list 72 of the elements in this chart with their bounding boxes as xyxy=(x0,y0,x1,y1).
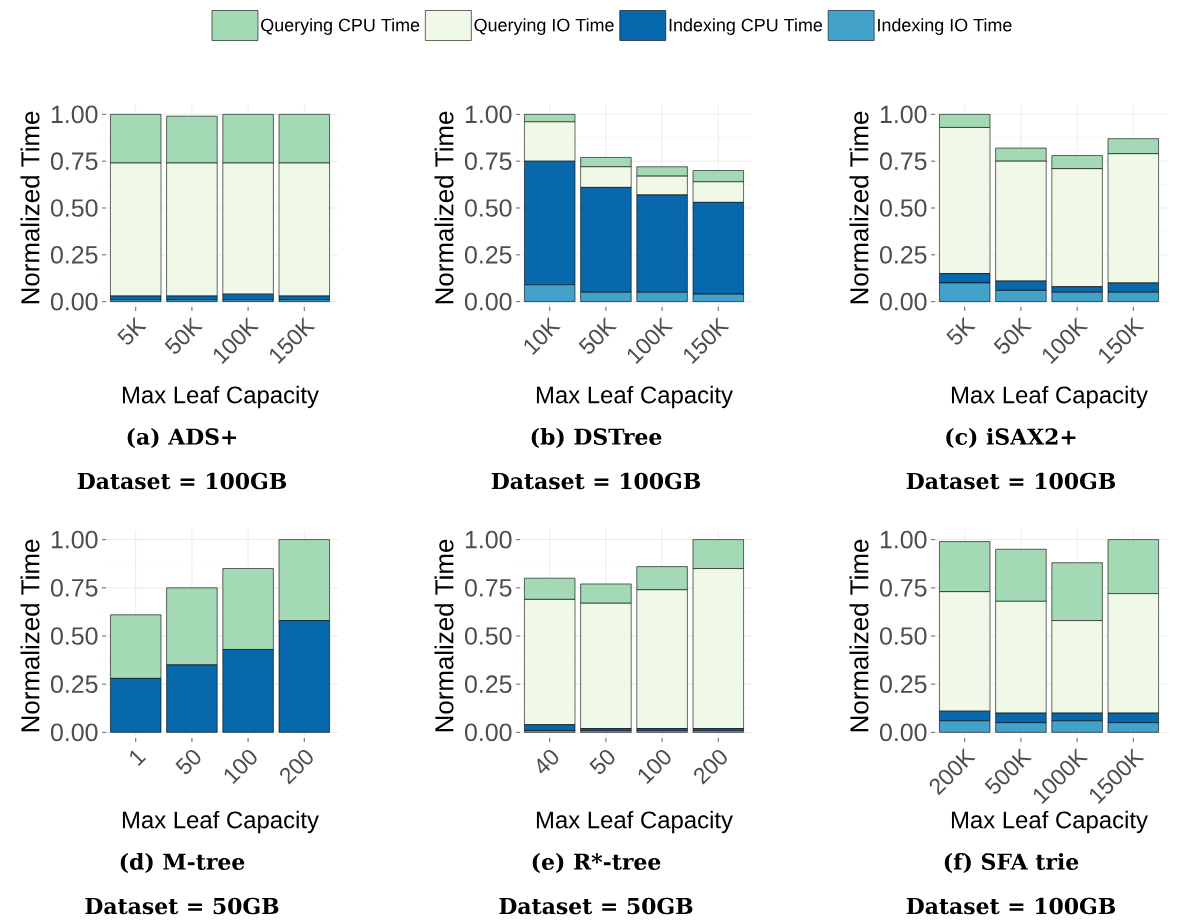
y-tick-label: 0.00 xyxy=(879,723,927,742)
y-tick-label: 0.50 xyxy=(464,199,512,217)
y-tick-label: 0.00 xyxy=(464,723,512,742)
x-tick-label: 200 xyxy=(280,749,313,785)
y-tick-label: 0.50 xyxy=(879,199,927,217)
y-tick-label: 0.25 xyxy=(464,246,512,264)
y-tick-label: 0.00 xyxy=(879,292,927,311)
y-tick-label: 1.00 xyxy=(880,530,927,549)
y-tick-label: 1.00 xyxy=(465,530,512,549)
x-tick-label: 50K xyxy=(993,316,1033,354)
text: Dataset = 100GB xyxy=(906,472,1116,490)
x-tick-label: 200 xyxy=(694,749,727,785)
text: (e) R*-tree xyxy=(532,852,661,874)
y-tick-label: 0.25 xyxy=(50,246,98,264)
y-axis-title: Normalized Time xyxy=(849,539,869,732)
legend-label: Indexing CPU Time xyxy=(669,18,823,35)
y-tick-label: 0.75 xyxy=(50,579,98,597)
y-tick-label: 0.75 xyxy=(464,579,512,597)
x-tick-label: 50K xyxy=(578,316,618,354)
y-tick-label: 0.00 xyxy=(50,723,98,742)
y-tick-label: 0.50 xyxy=(50,627,98,645)
x-tick-label: 50K xyxy=(164,316,204,354)
x-axis-title: Max Leaf Capacity xyxy=(536,385,733,409)
y-tick-label: 1.00 xyxy=(51,105,98,124)
y-axis-title: Normalized Time xyxy=(20,111,40,304)
y-tick-label: 0.75 xyxy=(50,152,98,170)
x-tick-label: 10K xyxy=(524,316,561,355)
legend-label: Querying IO Time xyxy=(474,18,614,35)
legend-label: Indexing IO Time xyxy=(878,18,1012,35)
y-tick-label: 1.00 xyxy=(51,530,98,549)
x-tick-label: 100 xyxy=(224,749,257,785)
y-tick-label: 1.00 xyxy=(880,105,927,124)
x-tick-label: 5K xyxy=(946,316,976,345)
x-axis-title: Max Leaf Capacity xyxy=(951,810,1148,834)
x-tick-label: 40 xyxy=(537,749,559,774)
y-tick-label: 0.25 xyxy=(50,675,98,694)
y-tick-label: 0.50 xyxy=(879,627,927,645)
x-tick-label: 5K xyxy=(117,316,147,345)
text: Dataset = 100GB xyxy=(491,472,701,490)
y-axis-title: Normalized Time xyxy=(434,111,454,304)
text: Dataset = 50GB xyxy=(499,897,693,915)
x-axis-title: Max Leaf Capacity xyxy=(536,810,733,834)
text: (c) iSAX2+ xyxy=(946,427,1076,449)
y-tick-label: 0.75 xyxy=(879,579,927,597)
legend-label: Querying CPU Time xyxy=(261,18,420,35)
text: (f) SFA trie xyxy=(944,852,1079,874)
text: (a) ADS+ xyxy=(127,427,237,449)
y-tick-label: 0.50 xyxy=(50,199,98,217)
y-tick-label: 0.00 xyxy=(464,292,512,311)
x-axis-title: Max Leaf Capacity xyxy=(122,385,319,409)
y-tick-label: 0.25 xyxy=(464,675,512,694)
x-tick-label: 1 xyxy=(130,750,147,766)
y-tick-label: 0.25 xyxy=(879,675,927,694)
x-tick-label: 50 xyxy=(175,749,201,774)
y-tick-label: 0.25 xyxy=(879,246,927,264)
y-axis-title: Normalized Time xyxy=(849,111,869,304)
text: (d) M-tree xyxy=(120,852,245,874)
text: Dataset = 50GB xyxy=(85,897,279,915)
text: Dataset = 100GB xyxy=(906,897,1116,915)
y-axis-title: Normalized Time xyxy=(434,539,454,732)
x-tick-label: 50 xyxy=(589,749,615,774)
y-tick-label: 0.75 xyxy=(879,152,927,170)
x-axis-title: Max Leaf Capacity xyxy=(122,810,319,834)
x-tick-label: 100 xyxy=(638,749,671,785)
y-tick-label: 1.00 xyxy=(465,105,512,124)
y-tick-label: 0.75 xyxy=(464,152,512,170)
text: Dataset = 100GB xyxy=(77,472,287,490)
x-axis-title: Max Leaf Capacity xyxy=(951,385,1148,409)
y-tick-label: 0.00 xyxy=(50,292,98,311)
y-tick-label: 0.50 xyxy=(464,627,512,645)
text: (b) DSTree xyxy=(531,427,662,449)
y-axis-title: Normalized Time xyxy=(20,539,40,732)
